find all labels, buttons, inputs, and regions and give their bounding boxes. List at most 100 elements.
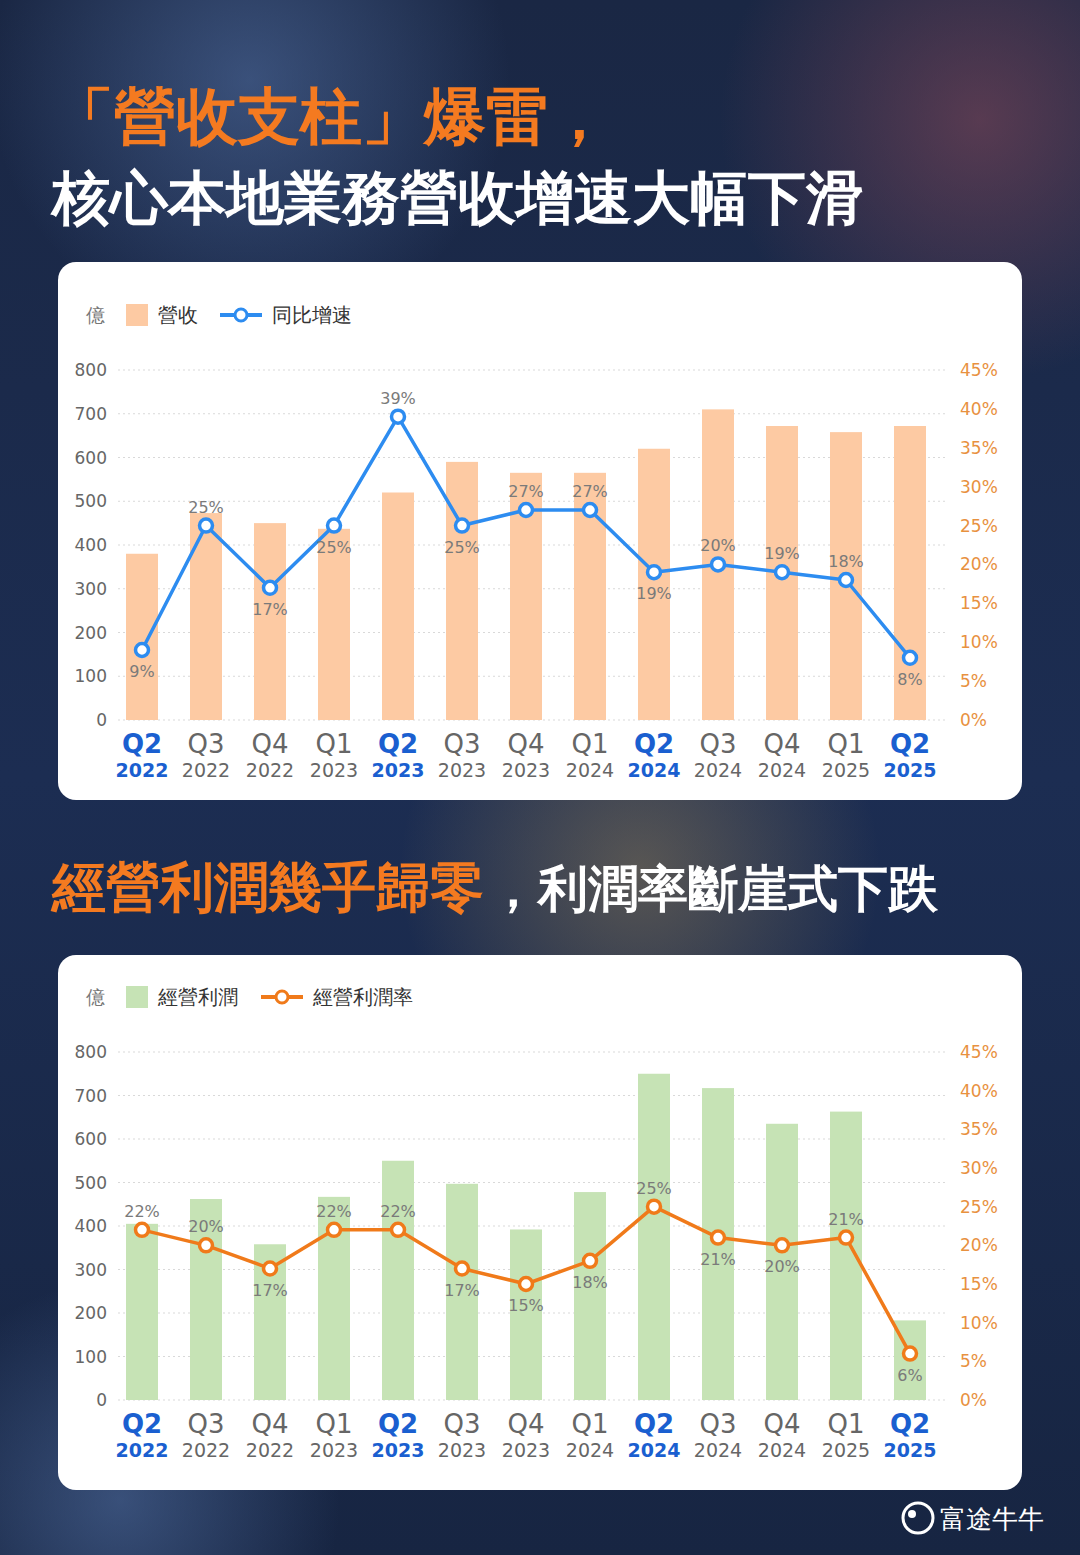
x-tick-label-line: Q3 (699, 729, 736, 759)
y-tick-label: 800 (75, 1042, 107, 1062)
y-tick-label: 200 (75, 623, 107, 643)
data-label: 6% (897, 1366, 922, 1385)
x-tick-label: Q22023 (372, 729, 425, 781)
data-label: 25% (188, 498, 224, 517)
bar (318, 1197, 350, 1400)
x-tick-label-line: Q4 (251, 1409, 288, 1439)
y-tick-label: 100 (75, 1347, 107, 1367)
data-label: 25% (444, 538, 480, 557)
x-tick-label: Q42023 (502, 1409, 550, 1461)
x-tick-label-line: 2022 (116, 1439, 169, 1461)
bar (894, 426, 926, 720)
y-tick-label: 200 (75, 1303, 107, 1323)
x-tick-label-line: 2023 (502, 759, 550, 781)
y-tick-label: 500 (75, 491, 107, 511)
x-tick-label-line: 2022 (182, 1439, 230, 1461)
legend-label: 營收 (158, 303, 198, 327)
watermark: 富途牛牛 (903, 1503, 1044, 1534)
legend-swatch (126, 986, 148, 1008)
x-tick-label-line: Q1 (571, 1409, 608, 1439)
y2-tick-label: 15% (960, 593, 998, 613)
y-axis-label: 億 (86, 986, 105, 1008)
y2-tick-label: 45% (960, 1042, 998, 1062)
data-label: 15% (508, 1296, 544, 1315)
line-marker (904, 651, 917, 664)
y2-tick-label: 20% (960, 554, 998, 574)
line-marker (648, 1200, 661, 1213)
bar (126, 1224, 158, 1400)
data-label: 20% (764, 1257, 800, 1276)
x-tick-label-line: Q1 (571, 729, 608, 759)
x-tick-label: Q22022 (116, 1409, 169, 1461)
x-tick-label-line: 2024 (758, 759, 806, 781)
line-marker (712, 558, 725, 571)
x-tick-label-line: 2025 (884, 759, 937, 781)
legend-label: 經營利潤 (157, 985, 238, 1009)
data-label: 22% (124, 1202, 160, 1221)
x-tick-label-line: Q1 (827, 1409, 864, 1439)
data-label: 18% (828, 552, 864, 571)
data-label: 20% (700, 536, 736, 555)
x-tick-label-line: 2023 (310, 759, 358, 781)
y2-tick-label: 30% (960, 1158, 998, 1178)
data-label: 22% (316, 1202, 352, 1221)
x-tick-label-line: Q3 (187, 1409, 224, 1439)
y-tick-label: 300 (75, 1260, 107, 1280)
x-tick-label: Q32023 (438, 1409, 486, 1461)
y2-tick-label: 10% (960, 632, 998, 652)
bar (126, 554, 158, 720)
x-tick-label-line: Q4 (251, 729, 288, 759)
line-marker (392, 410, 405, 423)
data-label: 27% (508, 482, 544, 501)
line (142, 1207, 910, 1354)
y2-tick-label: 35% (960, 438, 998, 458)
x-tick-label-line: 2022 (246, 1439, 294, 1461)
subtitle: 核心本地業務營收增速大幅下滑 (50, 164, 864, 232)
y2-tick-label: 0% (960, 1390, 987, 1410)
y-tick-label: 100 (75, 666, 107, 686)
x-tick-label-line: 2023 (438, 759, 486, 781)
x-tick-label: Q32024 (694, 1409, 742, 1461)
grid-line (118, 1226, 945, 1227)
data-label: 25% (636, 1179, 672, 1198)
line-marker (200, 519, 213, 532)
line-marker (328, 519, 341, 532)
x-tick-label: Q12024 (566, 1409, 614, 1461)
data-label: 8% (897, 670, 922, 689)
x-tick-label-line: 2023 (502, 1439, 550, 1461)
line-marker (136, 1223, 149, 1236)
y2-tick-label: 10% (960, 1313, 998, 1333)
line-marker (840, 574, 853, 587)
x-tick-label-line: 2024 (694, 759, 742, 781)
x-tick-label: Q12023 (310, 1409, 358, 1461)
data-label: 19% (636, 584, 672, 603)
x-tick-label-line: Q2 (890, 729, 930, 759)
y2-tick-label: 5% (960, 671, 987, 691)
x-tick-label-line: Q2 (378, 729, 418, 759)
x-tick-label-line: 2023 (310, 1439, 358, 1461)
x-tick-label: Q12023 (310, 729, 358, 781)
grid-line (118, 1139, 945, 1140)
bar (574, 1192, 606, 1400)
x-tick-label: Q32024 (694, 729, 742, 781)
y2-tick-label: 15% (960, 1274, 998, 1294)
y-tick-label: 300 (75, 579, 107, 599)
x-tick-label-line: Q3 (443, 1409, 480, 1439)
y-tick-label: 600 (75, 1129, 107, 1149)
bar (254, 523, 286, 720)
x-tick-label: Q42024 (758, 1409, 806, 1461)
line-marker (264, 581, 277, 594)
legend-label: 同比增速 (272, 303, 352, 327)
line-marker (136, 644, 149, 657)
card (58, 262, 1022, 800)
data-label: 21% (700, 1250, 736, 1269)
legend-label: 經營利潤率 (312, 985, 413, 1009)
x-tick-label-line: Q4 (507, 1409, 544, 1439)
x-tick-label: Q42023 (502, 729, 550, 781)
line-marker (328, 1223, 341, 1236)
data-label: 9% (129, 662, 154, 681)
data-label: 19% (764, 544, 800, 563)
grid-line (118, 1052, 945, 1053)
x-tick-label: Q12025 (822, 1409, 870, 1461)
x-tick-label-line: Q3 (187, 729, 224, 759)
